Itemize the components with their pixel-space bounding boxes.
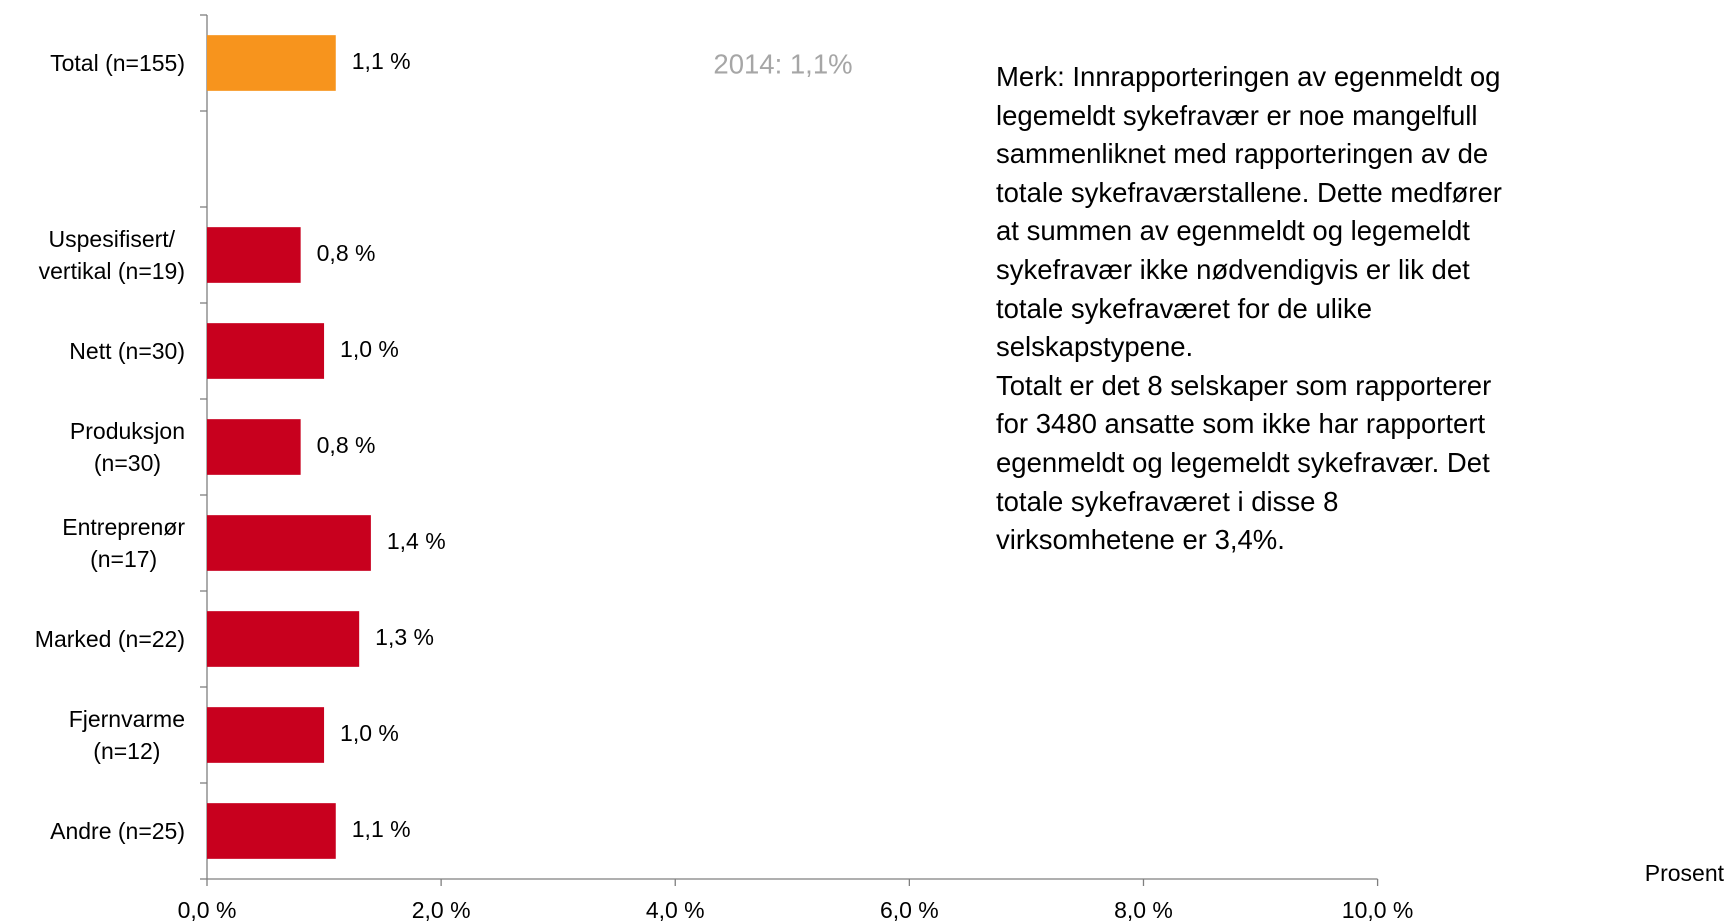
bar (207, 611, 360, 667)
y-tick-label: Nett (n=30) (69, 338, 185, 364)
bar (207, 323, 325, 379)
y-tick-label: Marked (n=22) (34, 626, 185, 652)
y-tick-label: Entreprenør (n=17) (62, 514, 185, 572)
value-label: 1,1 % (352, 816, 411, 842)
value-label: 1,0 % (340, 336, 399, 362)
bar (207, 419, 301, 475)
value-label: 0,8 % (317, 432, 376, 458)
y-tick-label: Fjernvarme (n=12) (68, 706, 185, 764)
value-label: 1,0 % (340, 720, 399, 746)
y-tick-label: Andre (n=25) (50, 818, 185, 844)
value-label: 1,1 % (352, 48, 411, 74)
x-axis-label: Prosent (1645, 860, 1725, 886)
value-label: 1,3 % (375, 624, 434, 650)
value-label: 1,4 % (387, 528, 446, 554)
x-tick-label: 10,0 % (1342, 897, 1414, 923)
bar (207, 227, 301, 283)
x-tick-label: 4,0 % (646, 897, 705, 923)
bar (207, 515, 371, 571)
bar (207, 707, 325, 763)
x-tick-label: 6,0 % (880, 897, 939, 923)
x-tick-label: 2,0 % (412, 897, 471, 923)
y-tick-label: Total (n=155) (50, 50, 185, 76)
bar (207, 35, 336, 91)
y-tick-label: Uspesifisert/ vertikal (n=19) (38, 226, 185, 284)
note: Merk: Innrapporteringen av egenmeldt og … (996, 61, 1502, 556)
x-tick-label: 8,0 % (1114, 897, 1173, 923)
x-tick-label: 0,0 % (178, 897, 237, 923)
bar (207, 803, 336, 859)
annotation: 2014: 1,1% (713, 48, 852, 79)
value-label: 0,8 % (317, 240, 376, 266)
y-tick-label: Produksjon (n=30) (69, 418, 185, 476)
